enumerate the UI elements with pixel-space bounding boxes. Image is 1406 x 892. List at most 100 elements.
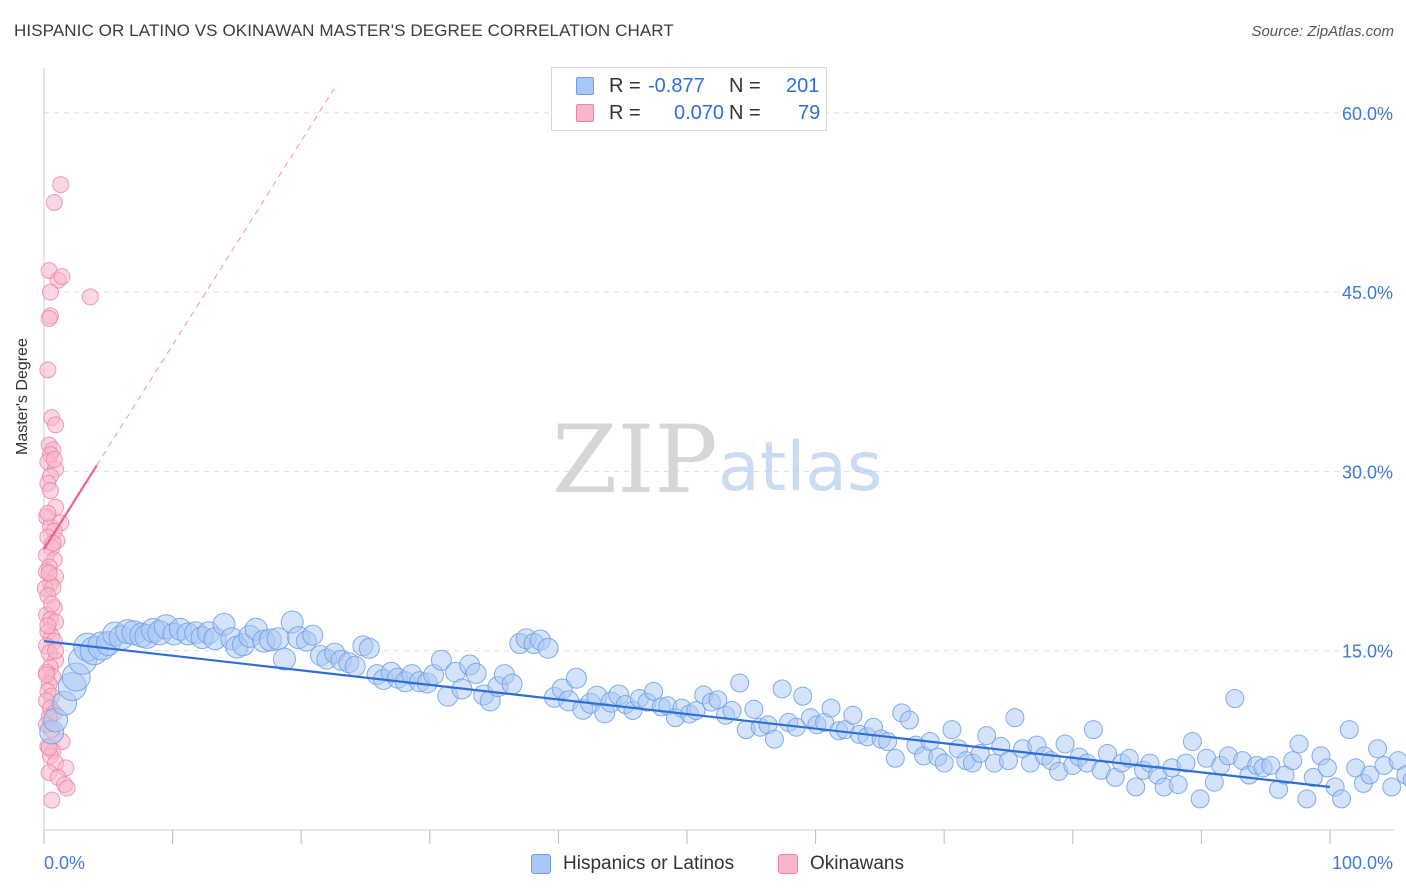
hispanic-point	[1289, 734, 1309, 754]
hispanic-point	[934, 753, 954, 773]
hispanic-point	[708, 690, 728, 710]
okinawan-point	[39, 361, 57, 379]
hispanic-point	[942, 720, 962, 740]
hispanic-point	[1303, 767, 1323, 787]
hispanic-point	[821, 698, 841, 718]
hispanic-point	[1317, 758, 1337, 778]
legend-n-label: N =	[729, 102, 761, 124]
hispanic-point	[1360, 765, 1380, 785]
hispanic-point	[430, 649, 452, 671]
okinawan-trend-extension	[96, 88, 335, 466]
legend-swatch-pink	[576, 104, 594, 122]
legend-label: Hispanics or Latinos	[563, 853, 735, 874]
okinawan-point	[45, 450, 63, 468]
legend-row-okinawans: R = 0.070 N = 79	[576, 102, 826, 124]
trend-lines	[43, 88, 1331, 789]
okinawan-point	[40, 564, 58, 582]
okinawan-point	[53, 268, 71, 286]
okinawan-point	[43, 595, 61, 613]
hispanic-point	[1204, 772, 1224, 792]
hispanic-point	[1261, 755, 1281, 775]
okinawan-point	[58, 779, 76, 797]
okinawan-point	[47, 416, 65, 434]
gridlines	[44, 112, 1394, 652]
hispanic-point	[1190, 789, 1210, 809]
hispanic-point	[722, 700, 742, 720]
okinawan-point	[81, 288, 99, 306]
hispanic-point	[465, 662, 487, 684]
legend-n-value: 201	[786, 75, 820, 97]
legend-label: Okinawans	[810, 853, 904, 874]
legend-item-okinawans: Okinawans	[778, 853, 918, 877]
hispanic-point	[1339, 720, 1359, 740]
okinawan-point	[41, 283, 59, 301]
hispanic-point	[977, 726, 997, 746]
hispanic-point	[1126, 777, 1146, 797]
hispanic-point	[1402, 772, 1406, 787]
okinawan-point	[45, 194, 63, 211]
hispanic-point	[1182, 732, 1202, 752]
source-credit: Source: ZipAtlas.com	[1251, 23, 1394, 40]
hispanic-point	[899, 710, 919, 730]
legend-r-label: R =	[609, 102, 641, 124]
legend-r-value: 0.070	[674, 102, 725, 124]
x-tick-label: 0.0%	[44, 853, 85, 873]
okinawan-trend-line	[43, 464, 98, 550]
hispanic-point	[1055, 734, 1075, 754]
okinawan-point	[47, 642, 65, 660]
hispanic-point	[302, 624, 324, 646]
hispanic-point	[885, 748, 905, 768]
hispanic-point	[1283, 751, 1303, 771]
hispanic-point	[764, 729, 784, 749]
okinawan-point	[52, 176, 70, 194]
y-tick-label: 30.0%	[1342, 462, 1393, 482]
y-tick-label: 45.0%	[1342, 283, 1393, 303]
y-axis-label: Master's Degree	[14, 338, 31, 455]
okinawan-point	[40, 309, 58, 327]
hispanic-point	[1005, 708, 1025, 728]
hispanic-point	[1225, 689, 1245, 709]
chart-title: HISPANIC OR LATINO VS OKINAWAN MASTER'S …	[14, 21, 674, 40]
legend-row-hispanics: R = -0.877 N = 201	[576, 75, 826, 97]
hispanic-point	[1176, 753, 1196, 773]
hispanic-point	[999, 751, 1018, 771]
tick-labels: 15.0% 30.0% 45.0% 60.0% 0.0% 100.0%	[44, 104, 1393, 873]
hispanic-point	[1368, 739, 1388, 759]
hispanic-point	[793, 686, 813, 706]
legend-r-value: -0.877	[648, 75, 705, 97]
hispanic-point	[358, 637, 380, 659]
hispanic-point	[1297, 789, 1317, 809]
okinawan-point	[39, 504, 57, 522]
y-tick-label: 60.0%	[1342, 104, 1393, 124]
watermark: ZIP atlas	[552, 406, 882, 515]
correlation-legend: R = -0.877 N = 201 R = 0.070 N = 79	[551, 67, 827, 131]
hispanic-point	[644, 681, 664, 701]
okinawan-point	[41, 482, 59, 500]
x-tick-label: 100.0%	[1332, 853, 1393, 873]
hispanic-point	[565, 667, 587, 689]
hispanic-point	[843, 705, 863, 725]
legend-swatch-blue	[576, 77, 594, 95]
hispanic-point	[537, 637, 559, 659]
hispanic-point	[1168, 775, 1188, 795]
okinawan-point	[43, 791, 61, 809]
hispanic-point	[1332, 789, 1352, 809]
legend-swatch-blue	[531, 854, 551, 874]
legend-swatch-pink	[778, 854, 798, 874]
hispanic-point	[272, 647, 296, 671]
hispanic-point	[730, 673, 750, 693]
legend-n-value: 79	[798, 102, 821, 124]
hispanic-point	[501, 673, 523, 695]
okinawan-point	[39, 617, 57, 635]
hispanic-point	[772, 679, 792, 699]
hispanic-trend-line	[43, 640, 1331, 789]
legend-item-hispanics: Hispanics or Latinos	[531, 853, 751, 877]
legend-n-label: N =	[729, 75, 761, 97]
hispanic-point	[1382, 777, 1402, 797]
hispanic-point	[1083, 720, 1103, 740]
okinawan-point	[38, 666, 56, 684]
okinawans-points	[36, 176, 99, 809]
watermark-zip: ZIP	[552, 406, 718, 515]
y-tick-label: 15.0%	[1342, 642, 1393, 662]
